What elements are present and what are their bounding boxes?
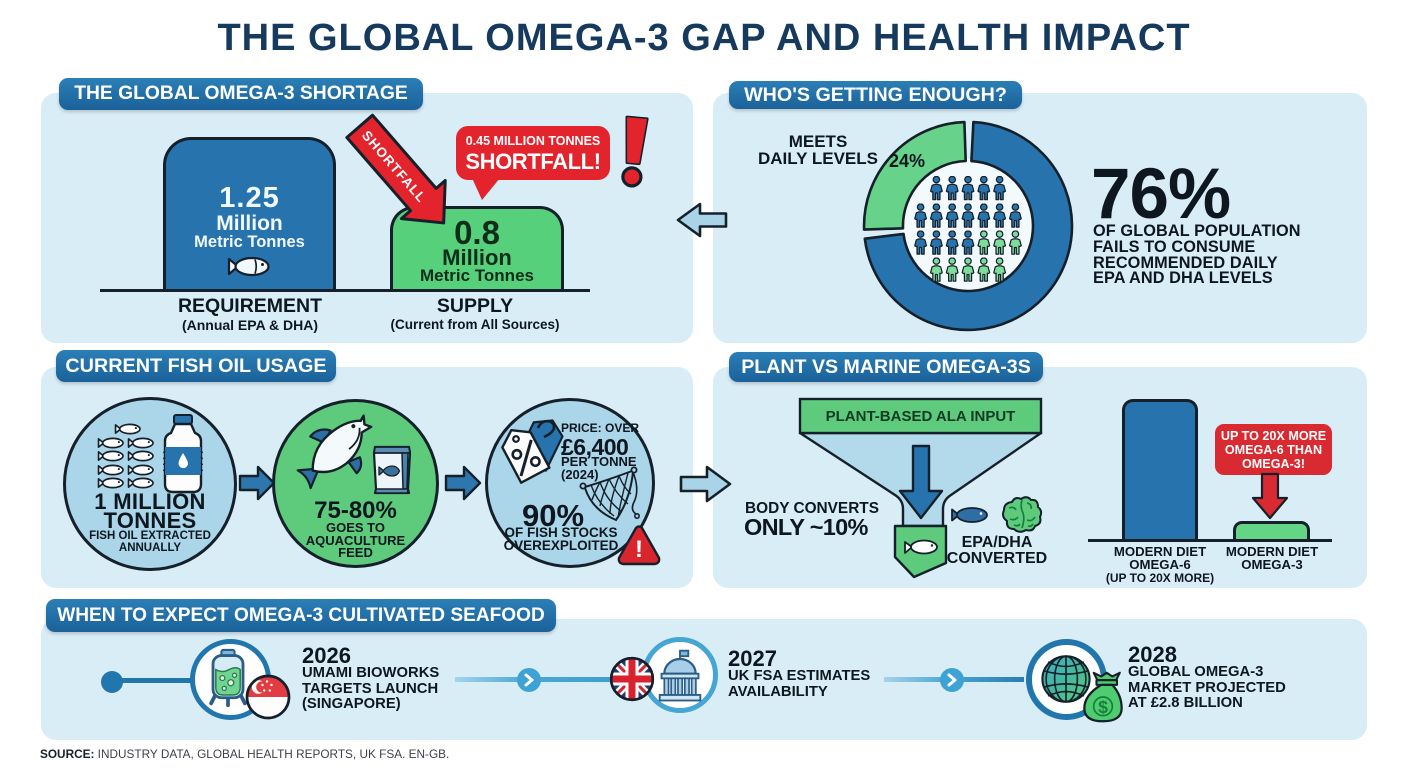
svg-text:!: ! — [635, 536, 643, 563]
svg-text:$: $ — [1098, 697, 1108, 717]
